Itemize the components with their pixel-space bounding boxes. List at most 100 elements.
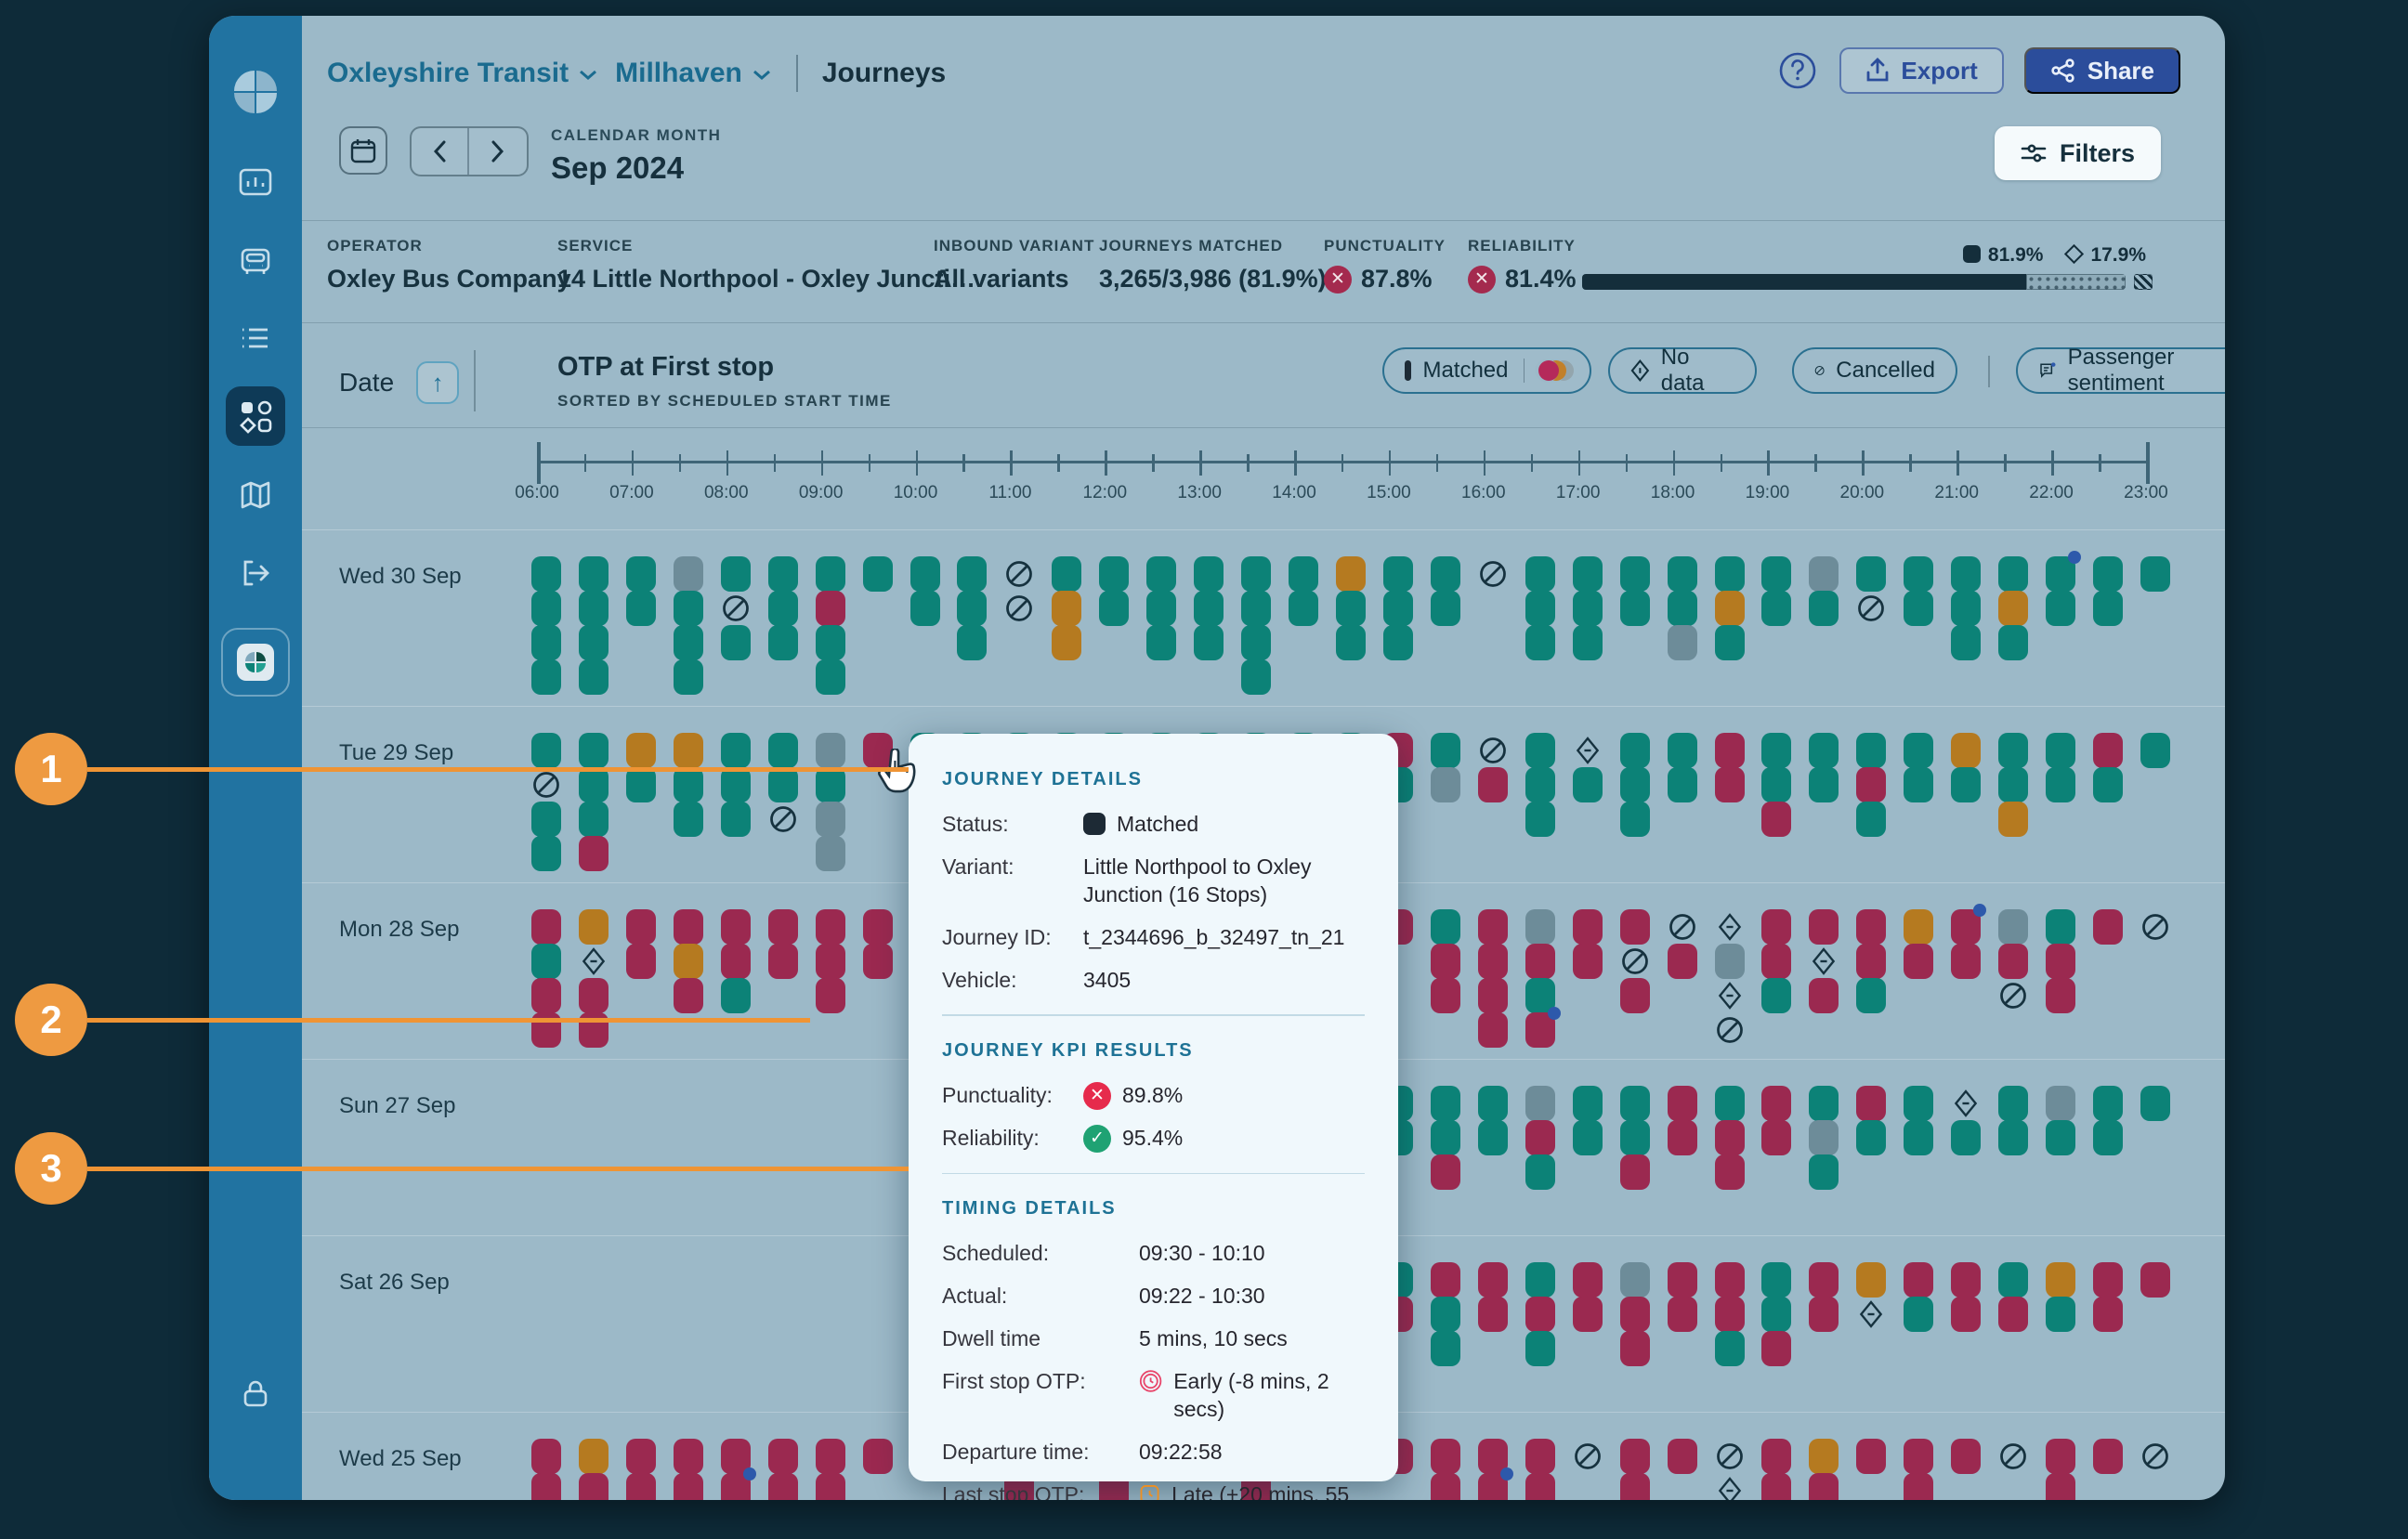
journey-cell[interactable] — [1525, 591, 1555, 626]
journey-cell[interactable] — [1809, 909, 1839, 945]
journey-cell[interactable] — [578, 836, 609, 871]
journey-cell[interactable] — [1714, 1331, 1745, 1366]
share-button[interactable]: Share — [2023, 47, 2180, 94]
next-month-button[interactable] — [469, 128, 527, 175]
journey-cell[interactable] — [1714, 944, 1745, 979]
journey-cell[interactable] — [1525, 1262, 1555, 1298]
journey-cell[interactable] — [1619, 1120, 1650, 1155]
journey-cell[interactable] — [1761, 767, 1792, 802]
journey-cell[interactable] — [1619, 1331, 1650, 1366]
journey-cell[interactable] — [767, 625, 798, 660]
journey-cell[interactable] — [531, 1473, 561, 1500]
journey-cell[interactable] — [1052, 556, 1082, 592]
journey-cell[interactable] — [1525, 1120, 1555, 1155]
journey-cell[interactable] — [1809, 733, 1839, 768]
journey-cell[interactable] — [673, 944, 703, 979]
journey-cell[interactable] — [1856, 556, 1887, 592]
journey-cell[interactable] — [2093, 733, 2124, 768]
journey-cell[interactable] — [1998, 591, 2029, 626]
journey-cell[interactable] — [1714, 1262, 1745, 1298]
cancelled-journey-icon[interactable] — [2140, 909, 2170, 945]
journey-cell[interactable] — [1761, 802, 1792, 837]
journey-cell[interactable] — [1761, 1297, 1792, 1332]
journey-cell[interactable] — [1572, 556, 1603, 592]
journey-cell[interactable] — [578, 733, 609, 768]
journey-cell[interactable] — [1477, 1086, 1508, 1121]
journey-cell[interactable] — [1619, 1262, 1650, 1298]
journey-cell[interactable] — [1761, 1473, 1792, 1500]
journey-cell[interactable] — [578, 556, 609, 592]
journey-cell[interactable] — [1904, 1439, 1934, 1474]
journey-cell[interactable] — [1809, 1120, 1839, 1155]
journey-cell[interactable] — [1430, 1439, 1460, 1474]
cancelled-journey-icon[interactable] — [1668, 909, 1697, 945]
journey-cell[interactable] — [1998, 625, 2029, 660]
journey-cell[interactable] — [1572, 1120, 1603, 1155]
journey-cell[interactable] — [720, 802, 751, 837]
cancelled-journey-icon[interactable] — [1715, 1439, 1745, 1474]
journey-cell[interactable] — [625, 1473, 656, 1500]
journey-cell[interactable] — [1904, 1086, 1934, 1121]
legend-nodata-pill[interactable]: No data — [1608, 345, 1757, 396]
sidebar-item-map[interactable] — [226, 465, 285, 525]
no-data-journey-icon[interactable] — [1809, 944, 1839, 979]
journey-cell[interactable] — [862, 733, 893, 768]
journey-cell[interactable] — [1241, 625, 1272, 660]
journey-cell[interactable] — [2046, 551, 2082, 592]
journey-cell[interactable] — [2046, 733, 2076, 768]
journey-cell[interactable] — [531, 802, 561, 837]
journey-cell[interactable] — [625, 909, 656, 945]
journey-cell[interactable] — [1477, 944, 1508, 979]
filters-button[interactable]: Filters — [1994, 126, 2161, 180]
journey-cell[interactable] — [2093, 556, 2124, 592]
journey-cell[interactable] — [1430, 1331, 1460, 1366]
journey-cell[interactable] — [1525, 767, 1555, 802]
journey-cell[interactable] — [815, 733, 845, 768]
journey-cell[interactable] — [1099, 591, 1130, 626]
journey-cell[interactable] — [1667, 767, 1697, 802]
journey-cell[interactable] — [531, 1439, 561, 1474]
journey-cell[interactable] — [1619, 978, 1650, 1013]
journey-cell[interactable] — [1572, 1262, 1603, 1298]
cancelled-journey-icon[interactable] — [1004, 591, 1034, 626]
journey-cell[interactable] — [1525, 1331, 1555, 1366]
journey-cell[interactable] — [1951, 733, 1982, 768]
journey-cell[interactable] — [1525, 733, 1555, 768]
journey-cell[interactable] — [720, 625, 751, 660]
journey-cell[interactable] — [2140, 556, 2170, 592]
cancelled-journey-icon[interactable] — [531, 767, 561, 802]
journey-cell[interactable] — [1904, 944, 1934, 979]
journey-cell[interactable] — [1809, 1473, 1839, 1500]
no-data-journey-icon[interactable] — [1573, 733, 1603, 768]
journey-cell[interactable] — [531, 591, 561, 626]
journey-cell[interactable] — [1856, 1439, 1887, 1474]
journey-cell[interactable] — [578, 659, 609, 695]
journey-cell[interactable] — [1572, 944, 1603, 979]
legend-cancelled-pill[interactable]: Cancelled — [1792, 347, 1957, 394]
journey-cell[interactable] — [1572, 591, 1603, 626]
journey-cell[interactable] — [1477, 1297, 1508, 1332]
journey-cell[interactable] — [1761, 591, 1792, 626]
journey-cell[interactable] — [1430, 1297, 1460, 1332]
journey-cell[interactable] — [625, 591, 656, 626]
journey-cell[interactable] — [531, 978, 561, 1013]
journey-cell[interactable] — [1572, 625, 1603, 660]
journey-cell[interactable] — [862, 556, 893, 592]
journey-cell[interactable] — [957, 556, 988, 592]
journey-cell[interactable] — [910, 591, 940, 626]
journey-cell[interactable] — [1667, 733, 1697, 768]
cancelled-journey-icon[interactable] — [721, 591, 751, 626]
journey-cell[interactable] — [1619, 1473, 1650, 1500]
no-data-journey-icon[interactable] — [1715, 978, 1745, 1013]
region-selector[interactable]: Millhaven — [615, 58, 772, 89]
sidebar-item-analytics[interactable] — [226, 152, 285, 212]
journey-cell[interactable] — [2046, 591, 2076, 626]
cancelled-journey-icon[interactable] — [1620, 944, 1650, 979]
journey-cell[interactable] — [578, 1473, 609, 1500]
journey-cell[interactable] — [1998, 733, 2029, 768]
journey-cell[interactable] — [815, 802, 845, 837]
journey-cell[interactable] — [673, 556, 703, 592]
journey-cell[interactable] — [1525, 944, 1555, 979]
journey-cell[interactable] — [1430, 556, 1460, 592]
sidebar-item-journeys-active[interactable] — [226, 386, 285, 446]
